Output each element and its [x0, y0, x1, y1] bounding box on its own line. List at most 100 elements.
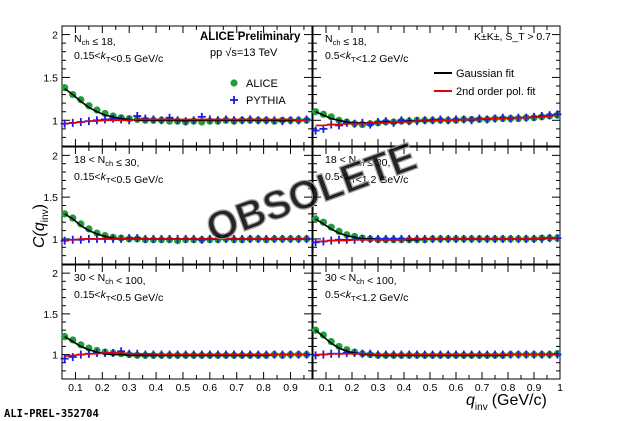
- alice-point: [319, 218, 327, 226]
- pythia-point: [302, 115, 311, 124]
- pythia-point: [197, 235, 206, 244]
- system-label: pp √s=13 TeV: [210, 47, 278, 59]
- pythia-point: [101, 115, 110, 124]
- fit-line: [315, 114, 558, 127]
- svg-text:qinv(GeV/c): qinv (GeV/c): [466, 392, 547, 413]
- panel-label: 30 < Nch < 100,: [74, 272, 146, 287]
- x-axis-title-sub: inv: [475, 402, 488, 413]
- fit-line: [64, 118, 307, 125]
- series-2nd-order-pol-fit: [315, 237, 558, 243]
- legend-right: Gaussian fit 2nd order pol. fit: [434, 68, 536, 98]
- series-2nd-order-pol-fit: [64, 352, 307, 357]
- panel-label: 0.15<kT<0.5 GeV/c: [74, 289, 163, 304]
- pythia-point: [467, 116, 476, 125]
- pythia-point: [436, 115, 445, 124]
- fit-line: [315, 237, 558, 243]
- panel-label: 0.15<kT<0.5 GeV/c: [74, 50, 163, 65]
- x-tick-label: 0.3: [371, 382, 386, 394]
- series-alice: [312, 326, 562, 359]
- pythia-point: [133, 234, 142, 243]
- panels-group: 1 1.5 2 Nch ≤ 18, 0.15<kT<0.5 GeV/c Nch ≤ 18,…: [43, 25, 563, 394]
- panel-label: 0.5<kT<1.2 GeV/c: [325, 171, 408, 186]
- pythia-point: [141, 114, 150, 123]
- legend-marker-pythia: [230, 96, 238, 104]
- panel-label: 0.5<kT<1.2 GeV/c: [325, 289, 408, 304]
- y-tick-label: 1: [52, 350, 58, 362]
- pythia-point: [311, 238, 320, 247]
- x-tick-label: 1: [557, 382, 563, 394]
- y-axis-title-close: ): [31, 204, 48, 209]
- x-tick-label: 0.8: [501, 382, 516, 394]
- x-axis-title-main: q: [466, 392, 475, 409]
- fit-line: [64, 352, 307, 357]
- pythia-point: [342, 348, 351, 357]
- svg-text:C(qinv): C(qinv): [31, 204, 51, 248]
- panel-row3-right: 0.1 0.2 0.3 0.4 0.5 0.6 0.7 0.8 0.9 1 30 < Nch < 1…: [311, 264, 563, 394]
- x-tick-label: 0.7: [475, 382, 490, 394]
- alice-point: [319, 331, 327, 339]
- pythia-point: [553, 110, 562, 119]
- x-tick-label: 0.9: [527, 382, 542, 394]
- panel-row3-left: 1 1.5 2 0.1 0.2 0.3 0.4 0.5 0.6 0.7 0.8 0.9 30 < Nch…: [43, 264, 313, 394]
- figure-id: ALI-PREL-352704: [4, 408, 99, 420]
- series-2nd-order-pol-fit: [315, 353, 558, 356]
- pythia-point: [278, 117, 287, 126]
- x-tick-label: 0.8: [256, 382, 271, 394]
- x-tick-label: 0.1: [319, 382, 334, 394]
- x-tick-label: 0.4: [397, 382, 412, 394]
- alice-point: [327, 337, 335, 346]
- y-tick-label: 2: [52, 150, 58, 162]
- panel-label: 0.15<kT<0.5 GeV/c: [74, 171, 163, 186]
- legend-left: ALICE PYTHIA: [230, 78, 286, 107]
- series-2nd-order-pol-fit: [64, 118, 307, 125]
- x-tick-label: 0.6: [449, 382, 464, 394]
- legend-marker-alice: [230, 79, 238, 87]
- y-axis-title-main: C(q: [31, 222, 48, 248]
- pythia-point: [109, 114, 118, 123]
- x-tick-label: 0.5: [176, 382, 191, 394]
- series-gaussian-fit: [315, 329, 558, 357]
- x-tick-label: 0.7: [229, 382, 244, 394]
- x-axis-title-unit: (GeV/c): [492, 392, 547, 409]
- series-gaussian-fit: [64, 87, 307, 122]
- alice-point: [77, 220, 85, 228]
- pythia-point: [389, 234, 398, 243]
- pythia-point: [68, 353, 77, 362]
- pythia-point: [125, 234, 134, 243]
- legend-label-pythia: PYTHIA: [246, 95, 286, 107]
- alice-point: [77, 96, 85, 104]
- panel-row2-left: 1 1.5 2 18 < Nch ≤ 30, 0.15<kT<0.5 GeV/c: [43, 146, 313, 265]
- y-tick-label: 2: [52, 30, 58, 42]
- y-tick-label: 1.5: [43, 192, 58, 204]
- panel-label: 30 < Nch < 100,: [325, 272, 397, 287]
- panel-label: Nch ≤ 18,: [325, 33, 367, 48]
- pythia-point: [397, 116, 406, 125]
- legend-label-gaussian: Gaussian fit: [456, 68, 514, 80]
- x-tick-label: 0.6: [203, 382, 218, 394]
- x-tick-label: 0.5: [423, 382, 438, 394]
- pythia-point: [335, 121, 343, 130]
- series-2nd-order-pol-fit: [64, 238, 307, 241]
- y-axis-title-sub: inv: [40, 209, 51, 222]
- y-tick-label: 1.5: [43, 309, 58, 321]
- panel-label: 18 < Nch ≤ 30,: [325, 154, 390, 169]
- x-tick-label: 0.9: [283, 382, 298, 394]
- pythia-point: [335, 235, 343, 244]
- panel-label: 0.5<kT<1.2 GeV/c: [325, 50, 408, 65]
- alice-point: [61, 333, 69, 341]
- fit-line: [64, 238, 307, 241]
- y-axis-title: C(qinv): [31, 204, 51, 248]
- y-tick-label: 1: [52, 234, 58, 246]
- series-2nd-order-pol-fit: [315, 114, 558, 127]
- fit-line: [315, 353, 558, 356]
- pythia-point: [381, 234, 390, 243]
- x-tick-label: 0.3: [122, 382, 137, 394]
- x-tick-label: 0.2: [345, 382, 360, 394]
- pythia-point: [366, 120, 375, 129]
- x-axis-title: qinv (GeV/c): [466, 392, 547, 413]
- panel-row1-right: Nch ≤ 18, 0.5<kT<1.2 GeV/c: [311, 25, 562, 147]
- pythia-point: [381, 117, 390, 126]
- legend-label-alice: ALICE: [246, 78, 278, 90]
- legend-label-pol2: 2nd order pol. fit: [456, 86, 536, 98]
- right-header: K±K±, S_T > 0.7: [474, 31, 551, 43]
